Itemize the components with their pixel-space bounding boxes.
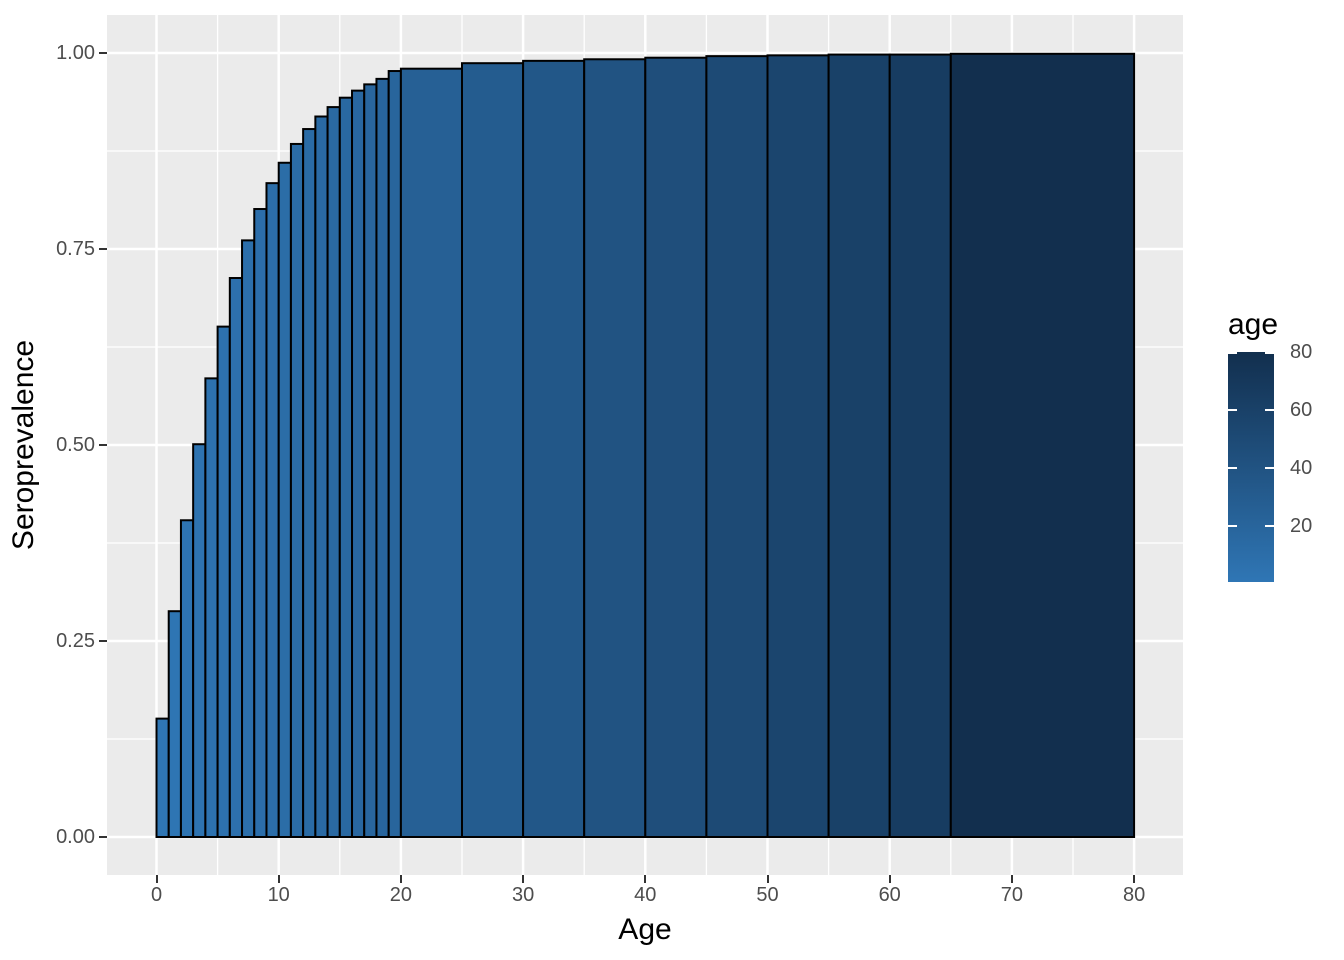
bar (326, 106, 341, 838)
bar (228, 277, 244, 838)
x-tick-label: 10 (267, 884, 290, 906)
legend-label: 20 (1290, 514, 1313, 537)
bar (277, 161, 292, 838)
x-tick-mark (644, 875, 647, 883)
bar (155, 717, 170, 839)
x-tick-mark (277, 875, 280, 883)
bar (192, 443, 207, 838)
bar (949, 52, 1136, 839)
x-tick-label: 30 (511, 884, 535, 906)
bar (302, 128, 317, 839)
bar (204, 377, 219, 838)
bar (888, 53, 952, 839)
legend-label: 60 (1290, 398, 1313, 421)
x-tick-mark (766, 875, 769, 883)
bar (167, 610, 182, 839)
legend-label: 80 (1290, 341, 1313, 363)
legend-tick (1265, 352, 1274, 354)
x-tick-mark (155, 875, 158, 883)
bar (522, 59, 586, 838)
x-tick-label: 70 (1000, 884, 1024, 906)
bar (461, 62, 525, 838)
bar (705, 55, 769, 839)
x-tick-label: 0 (150, 884, 163, 906)
x-tick-mark (1010, 875, 1013, 883)
legend-title: age (1228, 308, 1279, 341)
y-tick-mark (99, 836, 107, 838)
bar (351, 89, 366, 838)
bar (583, 58, 647, 839)
bar (179, 519, 195, 838)
legend-tick (1228, 352, 1237, 354)
legend-tick (1228, 524, 1237, 527)
bar (766, 54, 830, 839)
bar (644, 56, 708, 839)
bar (289, 142, 305, 839)
x-tick-mark (1133, 875, 1136, 883)
y-tick-label: 0.00 (56, 826, 95, 848)
bar (241, 239, 256, 839)
y-tick-mark (99, 248, 107, 250)
bar (253, 208, 268, 839)
y-tick-label: 0.50 (56, 434, 95, 456)
bar (375, 77, 390, 838)
x-tick-mark (888, 875, 891, 883)
x-tick-mark (399, 875, 402, 883)
x-axis-title: Age (618, 913, 672, 946)
y-tick-mark (99, 640, 107, 642)
y-tick-mark (99, 52, 107, 54)
bar (314, 115, 329, 838)
plot-panel (107, 15, 1183, 875)
bar (387, 70, 402, 839)
x-tick-mark (522, 875, 525, 883)
y-tick-label: 0.25 (56, 630, 95, 652)
bar (265, 182, 280, 839)
x-tick-label: 20 (389, 884, 413, 906)
x-tick-label: 40 (634, 884, 657, 906)
x-tick-label: 60 (878, 884, 901, 906)
legend-tick (1228, 466, 1237, 469)
y-tick-label: 0.75 (56, 238, 95, 260)
bar (399, 67, 463, 839)
legend: age 20 40 60 80 (1228, 310, 1344, 600)
legend-label: 40 (1290, 456, 1313, 479)
x-tick-label: 80 (1122, 884, 1146, 906)
legend-tick (1265, 524, 1274, 527)
legend-tick (1265, 466, 1274, 469)
legend-tick (1228, 408, 1237, 411)
y-tick-label: 1.00 (56, 42, 95, 64)
bar (363, 83, 378, 839)
bar (216, 325, 231, 838)
bar (827, 53, 891, 839)
y-tick-mark (99, 444, 107, 446)
x-tick-label: 50 (756, 884, 779, 906)
legend-tick (1265, 408, 1274, 411)
bar (338, 96, 354, 839)
plot-area (107, 15, 1183, 875)
